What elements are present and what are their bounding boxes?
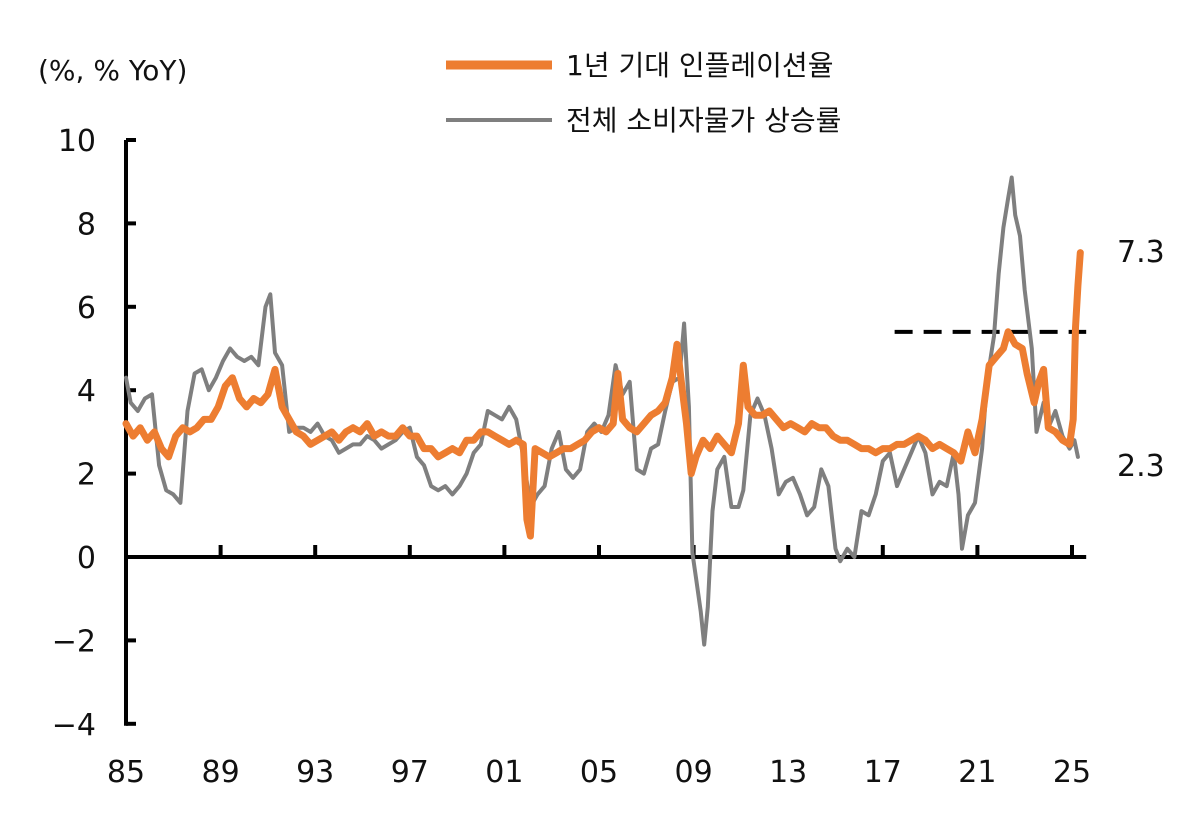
y-tick-label: −4: [52, 708, 96, 743]
y-tick-label: 8: [77, 207, 96, 242]
y-tick-label: 6: [77, 291, 96, 326]
x-tick-label: 93: [296, 755, 334, 790]
x-axis: 85 89 93 97 01 05 09 13 17 21 25: [107, 545, 1091, 790]
x-tick-label: 17: [864, 755, 902, 790]
series-line-expected-inflation: [122, 249, 1084, 540]
x-tick-label: 89: [202, 755, 240, 790]
x-tick-label: 09: [675, 755, 713, 790]
y-tick-label: 10: [58, 124, 96, 159]
y-tick-label: 0: [77, 541, 96, 576]
y-axis-unit-label: (%, % YoY): [38, 54, 187, 87]
y-tick-label: 2: [77, 458, 96, 493]
y-tick-label: −2: [52, 624, 96, 659]
end-label-expected-inflation: 7.3: [1117, 235, 1165, 270]
x-tick-label: 05: [580, 755, 618, 790]
legend-label-cpi: 전체 소비자물가 상승률: [566, 104, 841, 137]
legend-label-expected-inflation: 1년 기대 인플레이션율: [566, 49, 833, 82]
x-tick-label: 21: [958, 755, 996, 790]
x-tick-label: 97: [391, 755, 429, 790]
y-tick-label: 4: [77, 374, 96, 409]
legend: 1년 기대 인플레이션율 전체 소비자물가 상승률: [446, 49, 841, 137]
series-line-cpi: [124, 175, 1080, 647]
x-tick-label: 25: [1053, 755, 1091, 790]
x-tick-label: 13: [769, 755, 807, 790]
end-label-cpi: 2.3: [1117, 449, 1165, 484]
x-tick-label: 01: [485, 755, 523, 790]
series-layer: [122, 175, 1084, 647]
x-tick-label: 85: [107, 755, 145, 790]
y-axis: 10 8 6 4 2 0 −2 −4: [52, 124, 136, 743]
